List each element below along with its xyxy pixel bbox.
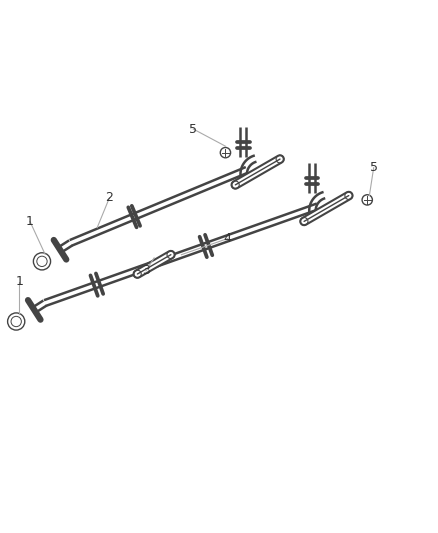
Text: 5: 5 [370,161,378,174]
Text: 3: 3 [142,264,150,277]
Text: 4: 4 [224,232,232,245]
Text: 1: 1 [26,215,34,228]
Text: 5: 5 [189,123,197,135]
Text: 1: 1 [15,275,23,288]
Text: 2: 2 [106,191,113,204]
